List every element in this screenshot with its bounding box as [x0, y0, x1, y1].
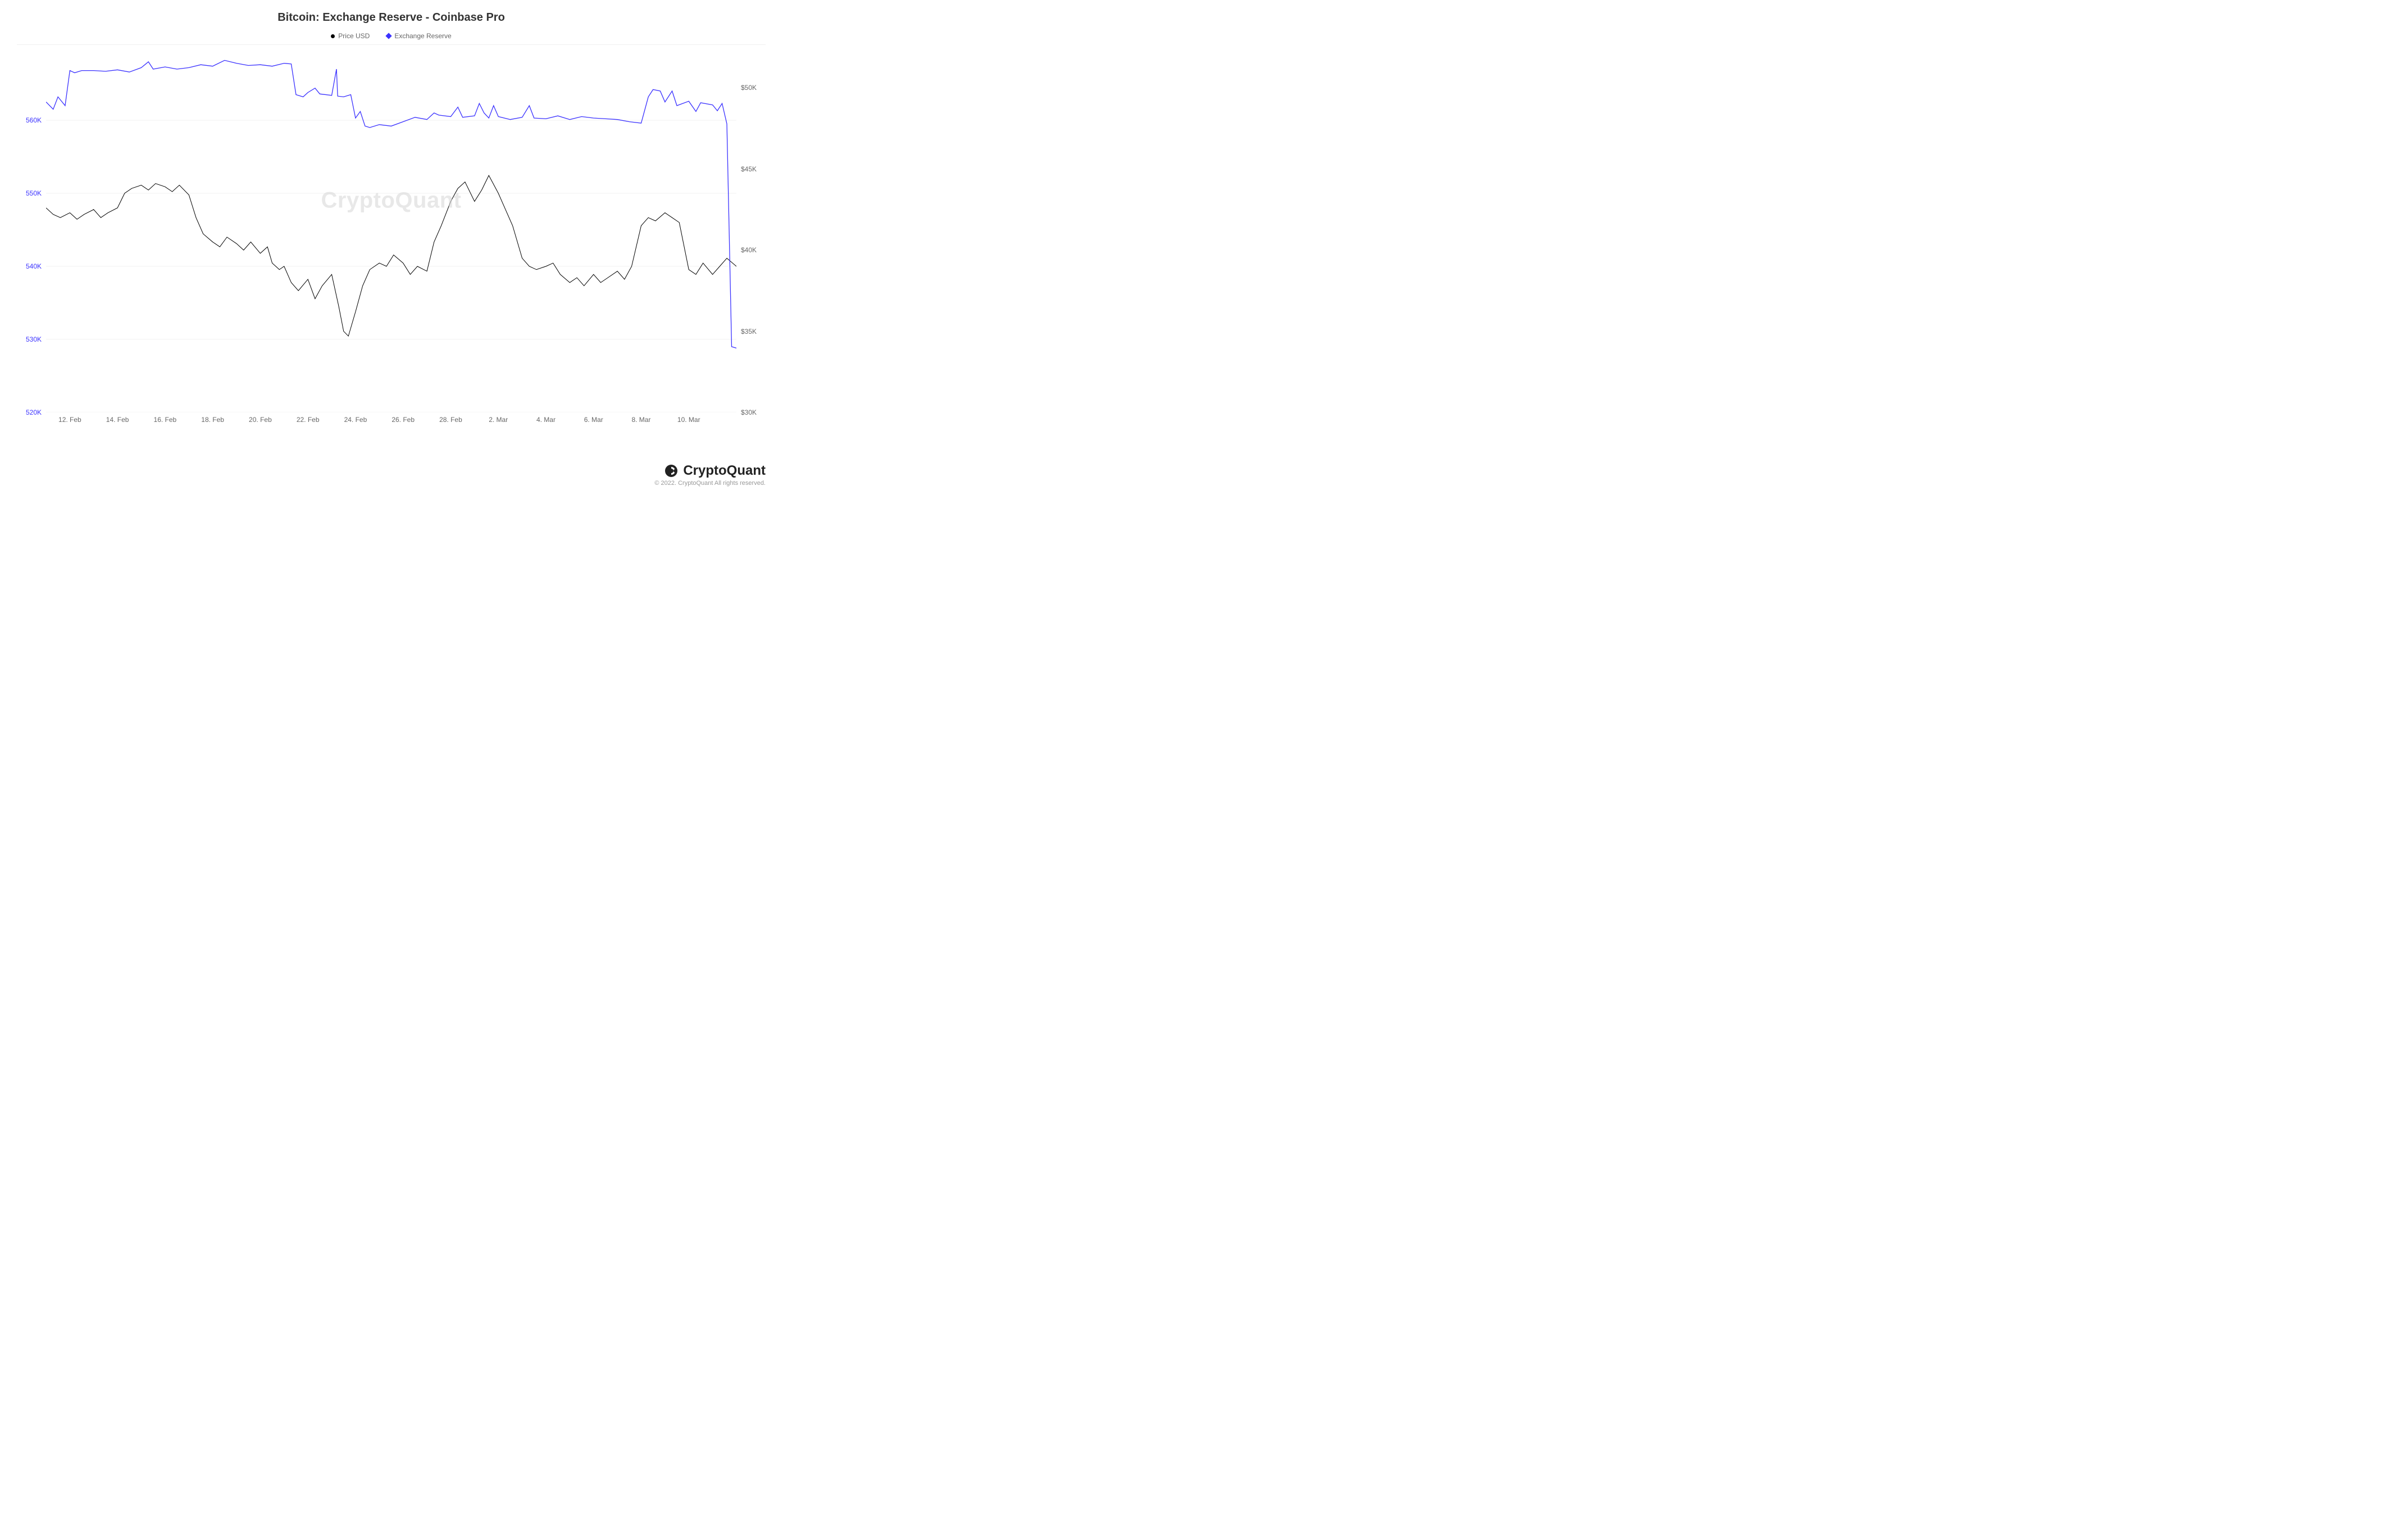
legend: Price USD Exchange Reserve [17, 32, 766, 40]
y-left-tick: 530K [26, 335, 42, 343]
y-right-tick: $40K [741, 246, 757, 254]
x-tick: 2. Mar [489, 416, 508, 424]
chart-title: Bitcoin: Exchange Reserve - Coinbase Pro [17, 11, 766, 24]
x-tick: 18. Feb [201, 416, 224, 424]
y-left-tick: 560K [26, 116, 42, 124]
chart-svg [46, 47, 736, 412]
y-left-tick: 520K [26, 408, 42, 416]
chart-area: 520K530K540K550K560K $30K$35K$40K$45K$50… [17, 47, 766, 412]
x-tick: 10. Mar [677, 416, 700, 424]
x-tick: 14. Feb [106, 416, 129, 424]
brand-name: CryptoQuant [683, 463, 766, 479]
copyright: © 2022. CryptoQuant All rights reserved. [654, 480, 766, 487]
x-axis: 12. Feb 14. Feb 16. Feb 18. Feb 20. Feb 22. F… [46, 416, 736, 427]
x-tick: 12. Feb [58, 416, 81, 424]
y-axis-right: $30K$35K$40K$45K$50K [741, 47, 766, 412]
y-right-tick: $35K [741, 328, 757, 335]
x-tick: 28. Feb [439, 416, 462, 424]
x-tick: 22. Feb [297, 416, 320, 424]
y-right-tick: $30K [741, 408, 757, 416]
circle-marker-icon [331, 34, 335, 38]
x-tick: 20. Feb [249, 416, 272, 424]
legend-label: Exchange Reserve [394, 32, 451, 40]
x-tick: 4. Mar [536, 416, 556, 424]
x-tick: 24. Feb [344, 416, 367, 424]
x-tick: 8. Mar [631, 416, 650, 424]
footer: CryptoQuant © 2022. CryptoQuant All righ… [654, 463, 766, 487]
y-left-tick: 550K [26, 189, 42, 197]
y-axis-left: 520K530K540K550K560K [17, 47, 42, 412]
brand-logo-icon [664, 464, 679, 478]
y-left-tick: 540K [26, 262, 42, 270]
diamond-marker-icon [386, 33, 392, 39]
y-right-tick: $50K [741, 84, 757, 92]
y-right-tick: $45K [741, 165, 757, 173]
x-tick: 16. Feb [154, 416, 177, 424]
legend-item-price: Price USD [331, 32, 370, 40]
x-tick: 26. Feb [392, 416, 415, 424]
legend-item-reserve: Exchange Reserve [386, 32, 451, 40]
x-tick: 6. Mar [584, 416, 603, 424]
plot-area: CryptoQuant [46, 47, 736, 412]
legend-label: Price USD [338, 32, 370, 40]
divider [17, 44, 766, 45]
brand: CryptoQuant [654, 463, 766, 479]
